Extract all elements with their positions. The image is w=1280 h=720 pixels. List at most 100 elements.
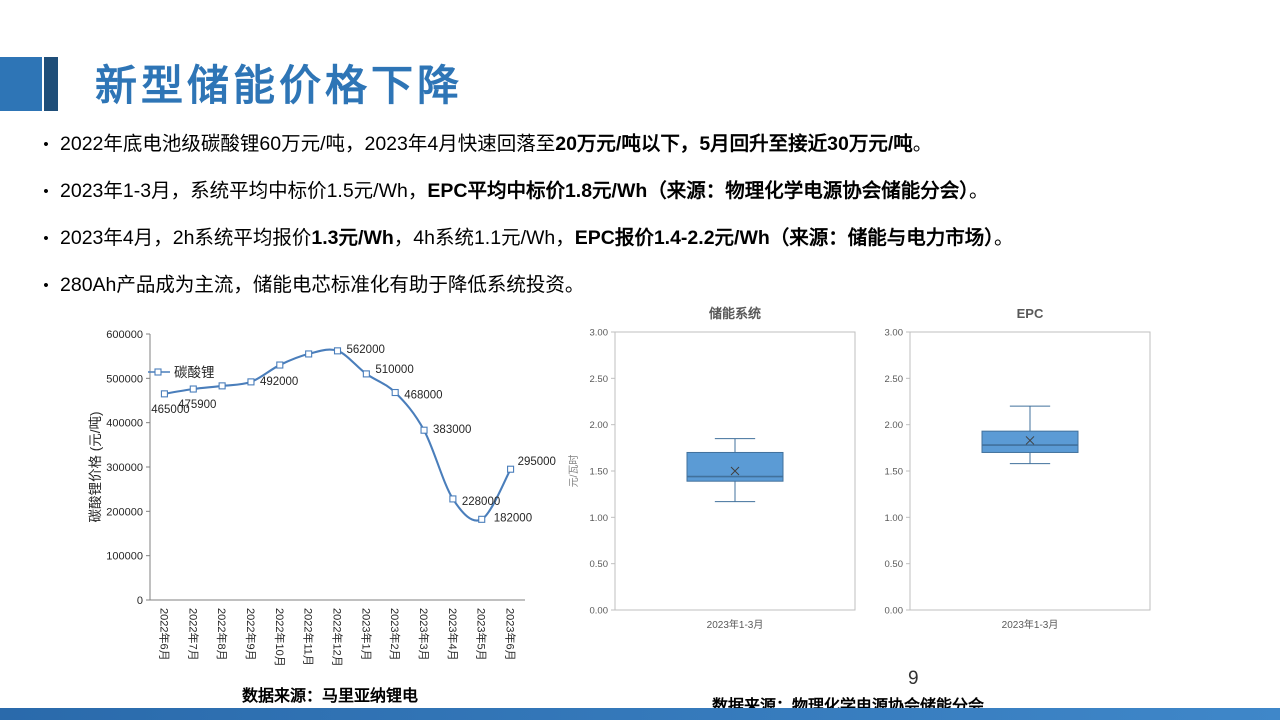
data-label: 182000 <box>494 512 532 524</box>
slide-title: 新型储能价格下降 <box>95 62 464 109</box>
data-label: 295000 <box>518 456 556 468</box>
svg-text:2022年6月: 2022年6月 <box>157 608 171 661</box>
y-tick-label: 300000 <box>106 462 143 474</box>
x-tick-label: 2023年3月 <box>417 608 431 661</box>
legend-label: 碳酸锂 <box>174 365 215 380</box>
data-point-marker <box>333 347 342 355</box>
bullet-text: 2022年底电池级碳酸锂60万元/吨，2023年4月快速回落至20万元/吨以下，… <box>60 133 933 155</box>
y-tick-label: 2.50 <box>885 374 904 385</box>
x-tick-label: 2022年8月 <box>215 608 229 661</box>
y-tick-label: 600000 <box>106 329 143 341</box>
y-axis-title: 碳酸锂价格 (元/吨) <box>88 412 103 523</box>
data-point-marker <box>276 361 284 369</box>
data-label: 468000 <box>404 390 442 402</box>
bullet-marker: • <box>43 183 49 200</box>
box-rect <box>981 430 1079 453</box>
x-tick-label: 2022年6月 <box>157 608 171 661</box>
x-category-label: 2023年1-3月 <box>1002 618 1059 631</box>
bullet-item: • 2023年1-3月，系统平均中标价1.5元/Wh，EPC平均中标价1.8元/W… <box>32 177 1262 206</box>
y-tick-label: 1.50 <box>590 467 609 478</box>
data-label: 510000 <box>375 364 413 376</box>
data-label: 562000 <box>347 344 385 356</box>
bullet-item: • 2022年底电池级碳酸锂60万元/吨，2023年4月快速回落至20万元/吨以下… <box>32 130 1262 159</box>
svg-text:2022年10月: 2022年10月 <box>273 608 287 667</box>
bullet-item: • 2023年4月，2h系统平均报价1.3元/Wh，4h系统1.1元/Wh，EPC… <box>32 224 1262 253</box>
y-tick-label: 0.50 <box>590 559 609 570</box>
data-point-marker <box>160 390 168 398</box>
y-axis-title: 元/瓦时 <box>568 455 580 488</box>
x-tick-label: 2023年6月 <box>504 608 518 661</box>
svg-text:2023年6月: 2023年6月 <box>504 608 518 661</box>
svg-text:2023年3月: 2023年3月 <box>417 608 431 661</box>
bottom-accent-bar <box>0 708 1280 720</box>
plot-border <box>909 331 1151 611</box>
x-tick-label: 2022年7月 <box>186 608 200 661</box>
data-point-marker <box>247 378 255 386</box>
y-tick-label: 0.00 <box>590 606 609 617</box>
data-point-marker <box>478 515 486 523</box>
x-tick-label: 2023年4月 <box>446 608 460 661</box>
box-chart-title: EPC <box>1017 306 1044 321</box>
svg-text:2023年5月: 2023年5月 <box>475 608 489 661</box>
data-point-marker <box>305 350 313 358</box>
data-point-marker <box>449 495 457 503</box>
y-tick-label: 0.50 <box>885 559 904 570</box>
svg-text:2022年8月: 2022年8月 <box>215 608 229 661</box>
x-tick-label: 2023年2月 <box>388 608 402 661</box>
y-tick-label: 200000 <box>106 506 143 518</box>
source-left: 数据来源：马里亚纳锂电 <box>241 688 418 705</box>
y-tick-label: 400000 <box>106 418 143 430</box>
svg-text:2022年9月: 2022年9月 <box>244 608 258 661</box>
y-tick-label: 0 <box>137 595 143 607</box>
data-label: 492000 <box>260 376 298 388</box>
x-tick-label: 2022年9月 <box>244 608 258 661</box>
svg-text:2023年1月: 2023年1月 <box>359 608 373 661</box>
legend: 碳酸锂 <box>148 365 215 380</box>
data-point-marker <box>391 388 399 397</box>
title-accent-strip <box>44 57 58 111</box>
epc-box-svg: EPC 0.00 0.50 1.00 1.50 2.00 2.50 3.00 2023年1-3月 <box>885 306 1151 631</box>
y-tick-label: 3.00 <box>885 328 904 339</box>
svg-text:2023年4月: 2023年4月 <box>446 608 460 661</box>
bullet-list: • 2022年底电池级碳酸锂60万元/吨，2023年4月快速回落至20万元/吨以下… <box>32 130 1262 318</box>
y-tick-label: 100000 <box>106 551 143 563</box>
svg-text:2022年11月: 2022年11月 <box>302 608 316 666</box>
x-tick-label: 2023年1月 <box>359 608 373 661</box>
bullet-text: 2023年4月，2h系统平均报价1.3元/Wh，4h系统1.1元/Wh，EPC报… <box>60 227 1014 249</box>
x-tick-label: 2022年10月 <box>273 608 287 667</box>
bullet-item: • 280Ah产品成为主流，储能电芯标准化有助于降低系统投资。 <box>32 271 1262 300</box>
data-point-marker <box>507 465 515 473</box>
storage-system-box-chart: 储能系统 0.00 0.50 1.00 1.50 2.00 2.50 3.00 元/瓦时 2023… <box>565 300 865 655</box>
y-tick-label: 0.00 <box>885 606 904 617</box>
y-tick-label: 2.00 <box>590 420 609 431</box>
epc-box-chart: EPC 0.00 0.50 1.00 1.50 2.00 2.50 3.00 2023年1-3月 <box>860 300 1160 655</box>
legend-marker <box>154 368 162 376</box>
data-label: 228000 <box>462 496 500 508</box>
bullet-marker: • <box>43 136 49 153</box>
storage-system-box-svg: 储能系统 0.00 0.50 1.00 1.50 2.00 2.50 3.00 元/瓦时 2023… <box>568 306 856 631</box>
data-point-marker <box>420 426 428 434</box>
page-number: 9 <box>908 668 919 689</box>
x-tick-label: 2023年5月 <box>475 608 489 661</box>
mean-marker <box>730 466 740 476</box>
data-point-marker <box>189 385 197 393</box>
data-label: 465000 <box>151 404 189 416</box>
bullet-text: 2023年1-3月，系统平均中标价1.5元/Wh，EPC平均中标价1.8元/Wh… <box>60 180 989 202</box>
data-label: 475900 <box>178 399 216 411</box>
y-tick-label: 500000 <box>106 373 143 385</box>
data-point-marker <box>218 382 226 390</box>
mean-marker <box>1025 436 1035 445</box>
y-tick-label: 3.00 <box>590 328 609 339</box>
y-tick-label: 1.50 <box>885 467 904 478</box>
x-tick-label: 2022年12月 <box>331 608 345 667</box>
bullet-marker: • <box>43 277 49 294</box>
title-accent-block <box>0 57 42 111</box>
bullet-marker: • <box>43 230 49 247</box>
line-chart-svg: 0 100000 200000 300000 400000 500000 600000 碳酸锂… <box>88 329 556 667</box>
y-tick-label: 1.00 <box>590 513 609 524</box>
data-label: 383000 <box>433 424 471 436</box>
y-tick-label: 2.50 <box>590 374 609 385</box>
y-tick-label: 2.00 <box>885 420 904 431</box>
lithium-price-line-chart: 0 100000 200000 300000 400000 500000 600000 碳酸锂… <box>85 320 585 710</box>
box-chart-title: 储能系统 <box>708 306 761 321</box>
